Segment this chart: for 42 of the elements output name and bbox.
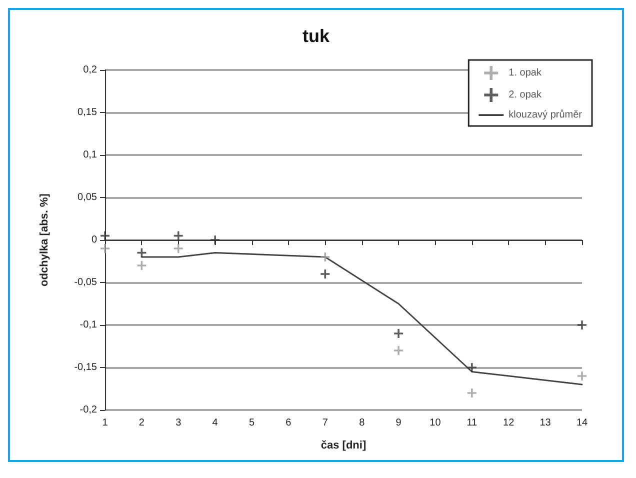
x-tick-label: 9 [396, 418, 402, 428]
y-tick-label: 0,1 [83, 150, 98, 160]
x-tick-label: 10 [430, 418, 442, 428]
legend-label: 2. opak [508, 90, 542, 100]
point [394, 329, 404, 338]
y-tick-label: 0 [91, 234, 98, 246]
point [467, 388, 476, 398]
y-tick-label: -0,05 [74, 277, 98, 288]
x-tick-label: 3 [176, 418, 182, 428]
x-tick-label: 5 [248, 418, 255, 428]
x-tick-label: 2 [138, 418, 145, 428]
point [210, 236, 220, 244]
point [320, 270, 330, 278]
x-axis-title: čas [dni] [320, 440, 366, 452]
legend-label: klouzavý průměr [508, 108, 583, 120]
point [578, 320, 586, 330]
point [578, 372, 586, 380]
x-tick-label: 12 [503, 418, 515, 428]
x-tick-label: 8 [359, 418, 366, 428]
point [320, 252, 330, 262]
y-tick-label: -0,15 [74, 362, 98, 373]
point [100, 244, 110, 253]
x-tick-label: 4 [212, 418, 218, 428]
y-tick-label: 0,15 [78, 107, 98, 118]
y-tick-label: 0,2 [83, 64, 98, 76]
chart-title: tuk [302, 26, 330, 46]
y-tick-label: -0,2 [80, 404, 98, 416]
x-tick-label: 6 [286, 418, 292, 428]
y-tick-label: 0,05 [78, 192, 98, 203]
point [467, 363, 476, 372]
x-tick-label: 1 [102, 418, 108, 428]
y-tick-label: -0,1 [80, 320, 98, 330]
x-tick-label: 11 [466, 418, 478, 428]
point [137, 261, 146, 270]
y-axis-title: odchylka [abs. %] [38, 193, 50, 286]
x-tick-label: 14 [576, 418, 588, 428]
point [174, 231, 183, 240]
point [174, 244, 183, 253]
x-tick-label: 13 [540, 418, 552, 428]
point [394, 346, 404, 355]
x-tick-label: 7 [322, 418, 328, 428]
legend-label: 1. opak [508, 68, 542, 78]
